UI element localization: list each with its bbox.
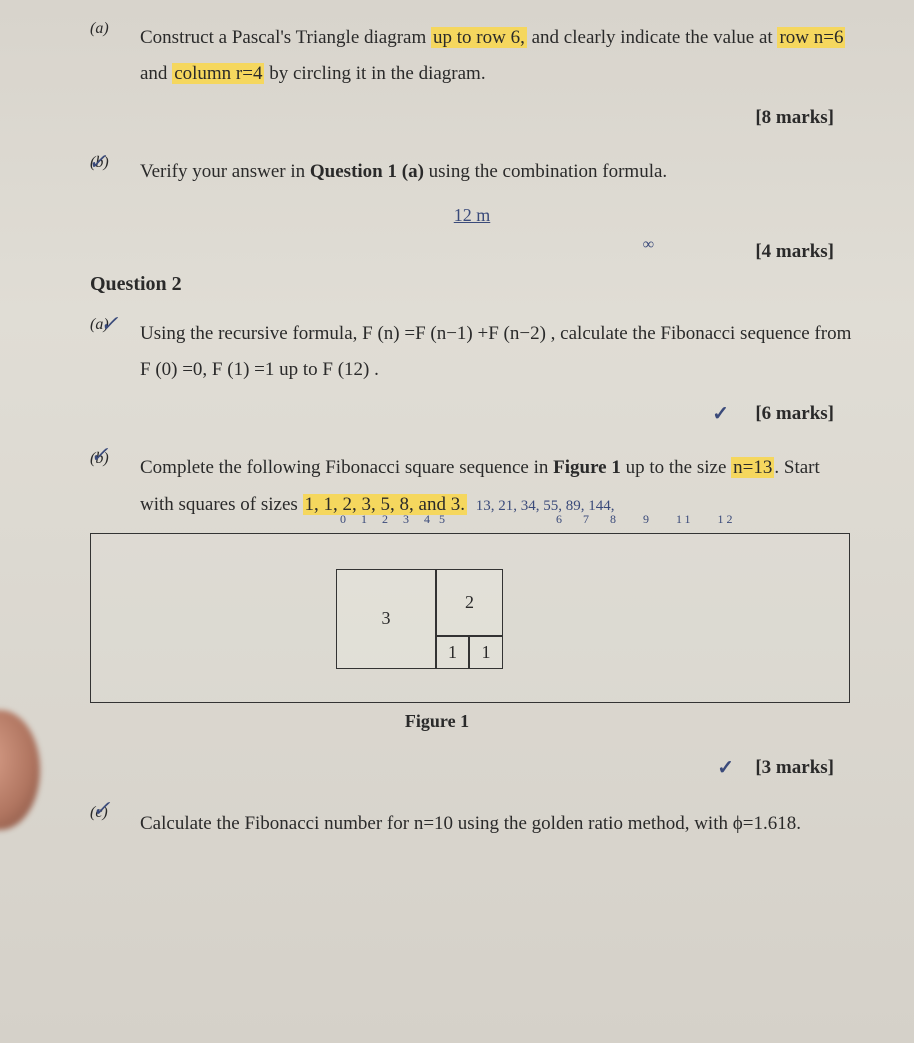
q1b-bold: Question 1 (a) — [310, 161, 424, 182]
q1a-t3: and — [140, 63, 172, 84]
q1a-row: (a) Construct a Pascal's Triangle diagra… — [90, 20, 854, 92]
q1a-hl2: row n=6 — [777, 27, 845, 48]
q2c-row: (c) ✓ Calculate the Fibonacci number for… — [90, 804, 854, 844]
q2b-text: Complete the following Fibonacci square … — [140, 450, 854, 522]
q2b-t2: up to the size — [621, 457, 731, 478]
q1a-marks: [8 marks] — [90, 107, 834, 129]
q2b-label: (b) ✓ — [90, 450, 140, 522]
figure-1-caption: Figure 1 — [20, 711, 854, 732]
q1a-hl3: column r=4 — [172, 63, 264, 84]
q1b-row: (b) ✓ Verify your answer in Question 1 (… — [90, 154, 854, 190]
check-icon: ✓ — [100, 311, 118, 337]
q2c-t1: Calculate the Fibonacci number for — [140, 813, 414, 834]
q1b-handwritten: 12 m — [90, 205, 854, 226]
q2c-text: Calculate the Fibonacci number for n=10 … — [140, 804, 854, 844]
q2c-label: (c) ✓ — [90, 804, 140, 844]
check-icon: ✓ — [90, 442, 108, 468]
handwritten-12m: 12 m — [454, 205, 491, 225]
q2a-t3: up to — [274, 359, 322, 380]
q1b-t2: using the combination formula. — [424, 161, 667, 182]
q2a-f2: F (0) =0, F (1) =1 — [140, 359, 274, 380]
check-icon: ✓ — [712, 401, 729, 426]
q2a-label: (a) ✓ — [90, 316, 140, 388]
q1b-t1: Verify your answer in — [140, 161, 310, 182]
q1a-t4: by circling it in the diagram. — [264, 63, 485, 84]
q2a-row: (a) ✓ Using the recursive formula, F (n)… — [90, 316, 854, 388]
hand-index: 0 1 2 3 4 5 6 7 8 9 11 12 — [340, 508, 736, 531]
infinity-mark: ∞ — [643, 236, 654, 254]
q2c-eq2: ϕ=1.618. — [733, 813, 801, 834]
q2a-f3: F (12) . — [322, 359, 378, 380]
q2b-marks-wrap: ✓ [3 marks] — [90, 757, 834, 779]
q2b-marks: [3 marks] — [755, 757, 834, 778]
figure-1-box: 3 2 1 1 — [90, 533, 850, 703]
check-icon: ✓ — [92, 796, 110, 822]
q2a-t1: Using the recursive formula, — [140, 323, 362, 344]
square-1b: 1 — [469, 636, 503, 669]
q1a-label: (a) — [90, 20, 140, 92]
square-3: 3 — [336, 569, 436, 669]
q1b-marks: [4 marks] — [90, 241, 834, 263]
q2c-t2: using the golden ratio method, with — [453, 813, 733, 834]
q1a-t2: and clearly indicate the value at — [527, 27, 778, 48]
q1b-text: Verify your answer in Question 1 (a) usi… — [140, 154, 854, 190]
q1a-hl1: up to row 6, — [431, 27, 527, 48]
q2b-t1: Complete the following Fibonacci square … — [140, 457, 553, 478]
q1a-t1: Construct a Pascal's Triangle diagram — [140, 27, 431, 48]
q2a-marks: [6 marks] — [755, 403, 834, 424]
q2b-hln: n=13 — [731, 457, 774, 478]
square-1a: 1 — [436, 636, 469, 669]
q2a-f1: F (n) =F (n−1) +F (n−2) , — [362, 323, 555, 344]
q2a-text: Using the recursive formula, F (n) =F (n… — [140, 316, 854, 388]
check-icon: ✓ — [717, 755, 734, 780]
q2-title: Question 2 — [90, 273, 854, 296]
q2c-eq1: n=10 — [414, 813, 453, 834]
square-2: 2 — [436, 569, 503, 636]
q2b-row: (b) ✓ Complete the following Fibonacci s… — [90, 450, 854, 522]
q2a-t2: calculate the Fibonacci sequence from — [555, 323, 851, 344]
q2b-b1: Figure 1 — [553, 457, 621, 478]
check-icon: ✓ — [88, 149, 106, 175]
q1b-label: (b) ✓ — [90, 154, 140, 190]
q2a-marks-wrap: ✓ [6 marks] — [90, 403, 834, 425]
q1a-text: Construct a Pascal's Triangle diagram up… — [140, 20, 854, 92]
